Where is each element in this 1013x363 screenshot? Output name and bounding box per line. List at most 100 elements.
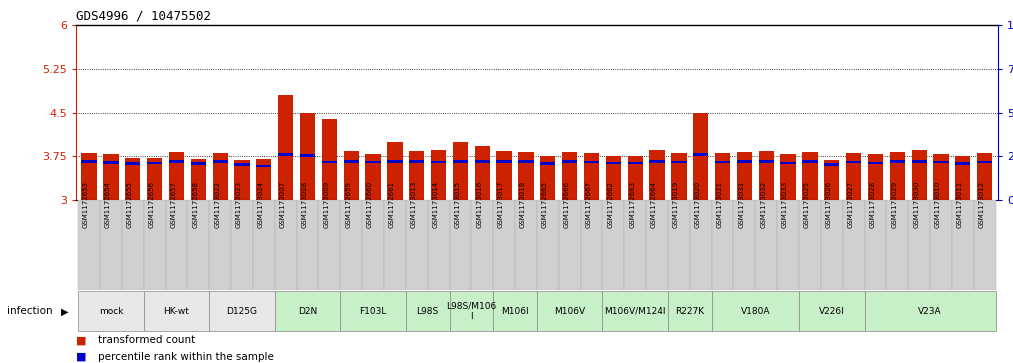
FancyBboxPatch shape [340,291,406,331]
Bar [431,161,447,163]
Bar [343,151,359,200]
Bar [846,153,861,200]
Text: V180A: V180A [741,307,770,316]
FancyBboxPatch shape [646,200,668,290]
Text: GSM1173012: GSM1173012 [979,181,985,228]
Text: GSM1173016: GSM1173016 [476,180,482,228]
Text: GSM1172663: GSM1172663 [629,181,635,228]
Bar [606,162,621,164]
Bar [627,156,643,200]
Text: V226I: V226I [819,307,845,316]
FancyBboxPatch shape [952,200,973,290]
Text: GSM1172660: GSM1172660 [367,181,373,228]
Text: GSM1172661: GSM1172661 [389,181,395,228]
FancyBboxPatch shape [559,200,580,290]
Bar [300,113,315,200]
FancyBboxPatch shape [493,291,537,331]
FancyBboxPatch shape [909,200,930,290]
Bar [387,160,402,163]
FancyBboxPatch shape [210,200,231,290]
Bar [583,161,599,163]
FancyBboxPatch shape [973,200,996,290]
FancyBboxPatch shape [668,200,690,290]
FancyBboxPatch shape [144,291,210,331]
Bar [649,150,665,200]
Bar [103,154,119,200]
FancyBboxPatch shape [187,200,210,290]
Bar [780,162,796,164]
Bar [978,153,993,200]
Text: GSM1173026: GSM1173026 [826,181,832,228]
FancyBboxPatch shape [450,291,493,331]
Text: GSM1173023: GSM1173023 [236,181,242,228]
Bar [453,160,468,163]
Bar [955,162,970,165]
FancyBboxPatch shape [537,200,559,290]
Bar [802,160,817,163]
Bar [409,151,424,200]
Bar [256,165,271,167]
FancyBboxPatch shape [78,291,144,331]
Text: GSM1173013: GSM1173013 [410,180,416,228]
Bar [540,156,555,200]
Text: M106I: M106I [501,307,529,316]
Bar [234,160,249,200]
Bar [802,152,817,200]
FancyBboxPatch shape [406,291,450,331]
FancyBboxPatch shape [930,200,952,290]
FancyBboxPatch shape [165,200,187,290]
Bar [759,160,774,163]
Text: V23A: V23A [918,307,942,316]
Bar [715,161,730,163]
Bar [672,153,687,200]
Bar [234,163,249,166]
Text: GSM1173024: GSM1173024 [258,181,263,228]
Text: GSM1173030: GSM1173030 [913,180,919,228]
FancyBboxPatch shape [690,200,712,290]
Bar [693,113,708,200]
Text: GSM1173033: GSM1173033 [782,180,788,228]
Bar [190,162,206,165]
Bar [889,160,905,163]
Bar [562,160,577,163]
FancyBboxPatch shape [843,200,864,290]
Text: GSM1173007: GSM1173007 [280,180,286,228]
Text: GSM1173017: GSM1173017 [498,180,504,228]
Bar [278,153,294,156]
FancyBboxPatch shape [275,200,297,290]
Text: GSM1173029: GSM1173029 [891,181,898,228]
Text: GSM1172655: GSM1172655 [127,181,133,228]
FancyBboxPatch shape [733,200,756,290]
FancyBboxPatch shape [450,200,471,290]
Text: M106V: M106V [554,307,586,316]
Text: ▶: ▶ [61,306,68,316]
Bar [540,162,555,165]
Text: GSM1172666: GSM1172666 [563,181,569,228]
FancyBboxPatch shape [515,200,537,290]
FancyBboxPatch shape [777,200,799,290]
Text: GSM1173031: GSM1173031 [738,180,745,228]
Bar [169,160,184,163]
Text: L98S/M106
I: L98S/M106 I [447,302,496,321]
Text: GSM1173020: GSM1173020 [695,181,701,228]
FancyBboxPatch shape [799,291,864,331]
Bar [126,162,141,165]
Bar [81,153,96,200]
Text: GSM1173015: GSM1173015 [455,181,461,228]
Bar [300,154,315,157]
Text: GSM1173027: GSM1173027 [848,181,854,228]
Bar [190,159,206,200]
Bar [825,163,840,166]
Bar [519,160,534,163]
Bar [672,161,687,163]
Bar [213,160,228,163]
Bar [453,142,468,200]
FancyBboxPatch shape [886,200,909,290]
FancyBboxPatch shape [318,200,340,290]
FancyBboxPatch shape [275,291,340,331]
Bar [583,153,599,200]
Bar [825,160,840,200]
FancyBboxPatch shape [603,200,624,290]
Bar [366,161,381,163]
Bar [562,152,577,200]
